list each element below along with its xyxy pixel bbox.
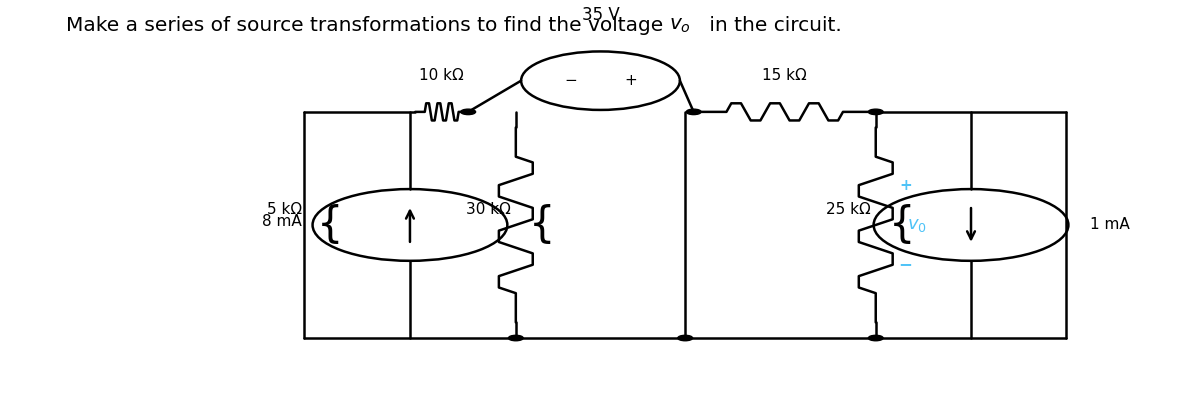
- Circle shape: [509, 335, 523, 341]
- Text: {: {: [528, 204, 556, 246]
- Text: in the circuit.: in the circuit.: [703, 16, 842, 35]
- Circle shape: [686, 109, 701, 115]
- Text: 5 kΩ: 5 kΩ: [266, 202, 302, 217]
- Text: 30 kΩ: 30 kΩ: [466, 202, 510, 217]
- Text: −: −: [564, 73, 577, 88]
- Circle shape: [869, 335, 883, 341]
- Text: $v_o$: $v_o$: [670, 16, 691, 35]
- Circle shape: [461, 109, 475, 115]
- Text: 15 kΩ: 15 kΩ: [762, 68, 808, 83]
- Text: Make a series of source transformations to find the voltage: Make a series of source transformations …: [66, 16, 670, 35]
- Text: 1 mA: 1 mA: [1090, 217, 1129, 232]
- Text: 35 V: 35 V: [582, 6, 619, 24]
- Text: 8 mA: 8 mA: [263, 214, 302, 229]
- Text: 10 kΩ: 10 kΩ: [419, 68, 464, 83]
- Text: +: +: [624, 73, 637, 88]
- Text: {: {: [888, 204, 914, 246]
- Text: {: {: [317, 204, 343, 246]
- Text: −: −: [899, 255, 912, 273]
- Circle shape: [869, 109, 883, 115]
- Text: $v_0$: $v_0$: [907, 216, 928, 234]
- Circle shape: [678, 335, 692, 341]
- Text: 25 kΩ: 25 kΩ: [826, 202, 870, 217]
- Text: +: +: [899, 178, 912, 193]
